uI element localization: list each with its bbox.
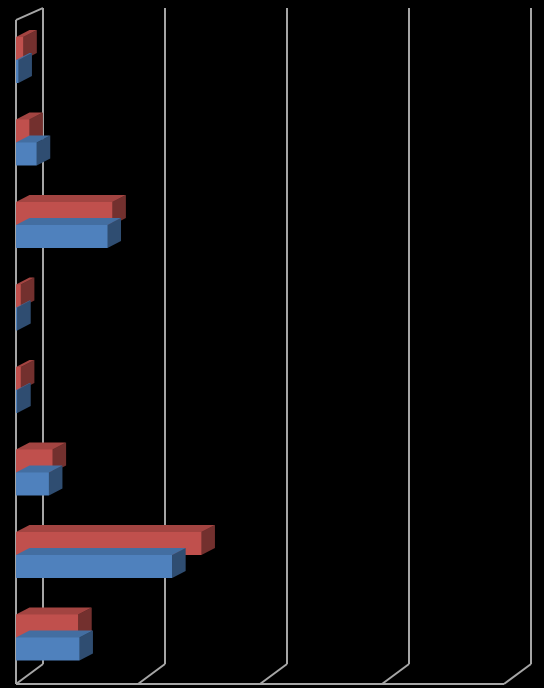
bar-s1-c7-side: [78, 607, 92, 638]
bar-s0-c5: [16, 465, 63, 496]
bar-s1-c5-top: [16, 442, 67, 450]
bar-s0-c5-side: [48, 465, 63, 496]
gridline-floor-1: [137, 663, 166, 685]
bar-s0-c5-top: [16, 465, 63, 473]
bar-s1-c3: [16, 277, 35, 308]
chart-grid: [15, 7, 532, 685]
bar-s1-c4-side: [20, 360, 35, 390]
bar-s1-c2-top: [16, 195, 126, 202]
bar-s1-c3-front: [16, 284, 21, 308]
bar-s0-c4: [16, 383, 31, 413]
bar-s0-c1-front: [16, 142, 37, 166]
bar-s1-c0-front: [16, 37, 24, 60]
bar-s0-c2-side: [107, 218, 121, 248]
bar-s1-c4-front: [16, 367, 21, 390]
bar-s0-c0-top: [16, 53, 32, 60]
bar-s0-c6-side: [172, 548, 186, 578]
bar-s1-c1-front: [16, 119, 30, 143]
bar-s0-c7-side: [79, 630, 93, 661]
bar-s0-c2-top: [16, 218, 121, 225]
bar-s1-c5-side: [52, 442, 67, 473]
bar-s0-c6: [16, 548, 186, 578]
bar-s1-c1-top: [16, 112, 43, 120]
bar-s1-c0: [16, 30, 37, 60]
bar-s1-c3-side: [20, 277, 35, 308]
bar-s0-c7: [16, 630, 93, 661]
bar-s0-c7-top: [16, 630, 93, 638]
bar-s0-c0-front: [16, 60, 19, 83]
bar-s0-c4-front: [16, 390, 18, 413]
gridline-floor-3: [381, 663, 410, 685]
bar-s1-c0-side: [23, 30, 37, 60]
bar-s0-c4-side: [17, 383, 31, 413]
bar-s1-c6-side: [201, 525, 215, 555]
bar-s0-c1-top: [16, 135, 51, 143]
bar-s1-c1: [16, 112, 43, 143]
bar-s1-c1-side: [29, 112, 43, 143]
bar-s0-c0: [16, 53, 32, 83]
bar-s1-c0-top: [16, 30, 37, 37]
gridline-floor-0: [15, 663, 44, 685]
gridline-floor-2: [259, 663, 288, 685]
bar-s1-c6-top: [16, 525, 215, 532]
bar-s0-c3-front: [16, 307, 18, 331]
bar-s0-c6-top: [16, 548, 186, 555]
bar-s1-c2-side: [112, 195, 126, 225]
bar-s0-c5-front: [16, 472, 49, 496]
gridline-floor-4: [503, 663, 532, 685]
bar-s0-c2: [16, 218, 121, 248]
bar-s1-c7-top: [16, 607, 92, 615]
bar-s1-c4-top: [16, 360, 35, 367]
bar-s0-c3: [16, 300, 31, 331]
bar-s0-c6-front: [16, 555, 173, 578]
axis-top-edge: [15, 7, 44, 21]
bar-s0-c4-top: [16, 383, 31, 390]
bar-s0-c2-front: [16, 225, 108, 248]
bar-s0-c1-side: [36, 135, 51, 166]
bar-s0-c0-side: [18, 53, 32, 83]
bar-s0-c7-front: [16, 637, 80, 661]
bar-s0-c3-side: [17, 300, 31, 331]
chart-bars: [16, 30, 215, 661]
bar-s0-c3-top: [16, 300, 31, 308]
bar-s0-c1: [16, 135, 51, 166]
bar-s1-c4: [16, 360, 35, 390]
bar-s1-c3-top: [16, 277, 35, 285]
